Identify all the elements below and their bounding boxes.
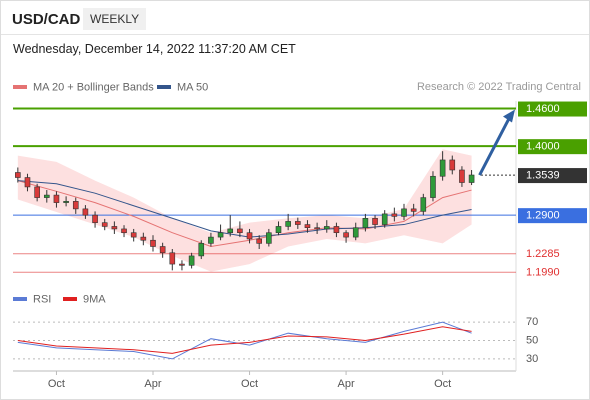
candle-body	[82, 208, 89, 216]
candle-body	[323, 226, 330, 230]
level-box	[518, 208, 587, 224]
level-label: 1.4000	[526, 141, 560, 153]
x-tick-label: Apr	[144, 378, 161, 390]
candle-body	[72, 201, 79, 210]
candle-body	[188, 255, 195, 266]
level-label: 1.1990	[526, 267, 560, 279]
candle-body	[468, 174, 475, 183]
level-label: 1.4600	[526, 103, 560, 115]
candle-body	[237, 228, 243, 234]
period[interactable]: WEEKLY	[83, 8, 147, 30]
x-tick-label: Oct	[434, 378, 451, 390]
legend-swatch	[63, 297, 77, 301]
candle-body	[246, 232, 253, 240]
candle-body	[179, 263, 185, 266]
candle-body	[15, 172, 21, 178]
candle-body	[439, 159, 446, 177]
candle-body	[381, 213, 388, 225]
level-box	[518, 101, 587, 117]
bollinger-band	[17, 149, 472, 272]
candle-body	[198, 243, 205, 257]
divider	[1, 34, 589, 35]
legend-swatch	[13, 297, 27, 301]
legend-label: RSI	[33, 293, 51, 305]
forecast-arrow	[478, 117, 511, 176]
legend-swatch	[13, 85, 27, 89]
forecast-arrowhead	[503, 109, 515, 123]
candle-body	[256, 238, 262, 244]
rsi-tick-label: 70	[526, 316, 538, 328]
candle-body	[304, 224, 311, 228]
candle-body	[227, 228, 234, 234]
candle-body	[333, 226, 340, 234]
rsi-tick-label: 30	[526, 353, 538, 365]
candle-body	[24, 177, 31, 188]
candle-body	[430, 175, 436, 198]
rsi-line	[17, 326, 472, 354]
candle-body	[459, 169, 465, 183]
candle-body	[295, 221, 301, 225]
candle-body	[63, 201, 69, 203]
level-box	[518, 168, 587, 184]
x-tick-label: Oct	[48, 378, 65, 390]
candle-body	[285, 221, 291, 227]
candle-body	[217, 232, 224, 238]
x-tick-label: Apr	[338, 378, 355, 390]
candle-body	[372, 217, 378, 225]
candle-body	[159, 246, 166, 254]
candle-body	[391, 213, 398, 217]
candle-body	[34, 186, 40, 198]
level-label: 1.2285	[526, 248, 560, 260]
candle-body	[92, 214, 98, 223]
candle-body	[101, 222, 108, 227]
candle-body	[401, 208, 407, 217]
credit: Research © 2022 Trading Central	[417, 81, 581, 93]
legend-label: 9MA	[83, 293, 106, 305]
candle-body	[208, 236, 214, 244]
level-box	[518, 139, 587, 155]
rsi-line	[17, 321, 472, 360]
candle-body	[130, 232, 137, 238]
candle-body	[410, 208, 417, 212]
candle-body	[352, 227, 359, 238]
candle-body	[121, 228, 127, 234]
candle-body	[275, 226, 282, 234]
candle-body	[420, 197, 427, 212]
candle-body	[266, 232, 272, 244]
candle-body	[150, 239, 156, 247]
candle-body	[449, 159, 456, 171]
x-tick-label: Oct	[241, 378, 258, 390]
level-label: 1.3539	[526, 169, 560, 181]
candle-body	[111, 226, 118, 230]
candle-body	[140, 236, 147, 241]
candle-body	[314, 227, 320, 230]
rsi-tick-label: 50	[526, 334, 538, 346]
legend-swatch	[157, 85, 171, 89]
candle-body	[169, 252, 176, 265]
candle-body	[43, 194, 50, 198]
legend-label: MA 50	[177, 81, 208, 93]
symbol: USD/CAD	[12, 11, 81, 28]
candle-body	[343, 232, 349, 238]
candle-body	[362, 217, 369, 228]
candle-body	[53, 194, 60, 203]
level-label: 1.2900	[526, 210, 560, 222]
legend-label: MA 20 + Bollinger Bands	[33, 81, 154, 93]
timestamp: Wednesday, December 14, 2022 11:37:20 AM…	[13, 42, 296, 56]
